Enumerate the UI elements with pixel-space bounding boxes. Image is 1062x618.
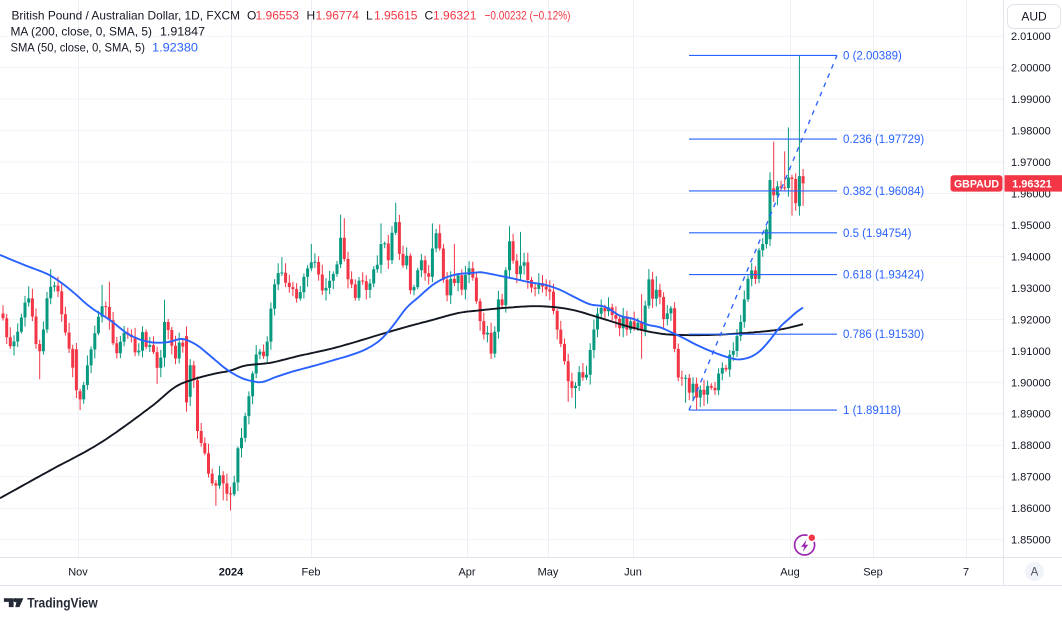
svg-text:1.98000: 1.98000 — [1011, 126, 1051, 138]
svg-text:0.382 (1.96084): 0.382 (1.96084) — [843, 186, 924, 198]
svg-text:Jun: Jun — [624, 567, 642, 579]
svg-text:0.5 (1.94754): 0.5 (1.94754) — [843, 228, 912, 240]
svg-text:GBPAUD: GBPAUD — [954, 178, 999, 190]
svg-text:1.90000: 1.90000 — [1011, 377, 1051, 389]
svg-text:2.00000: 2.00000 — [1011, 63, 1051, 75]
svg-text:British Pound / Australian Dol: British Pound / Australian Dollar, 1D, F… — [12, 8, 241, 22]
svg-text:0.786 (1.91530): 0.786 (1.91530) — [843, 329, 924, 341]
svg-text:MA (200, close, 0, SMA, 5): MA (200, close, 0, SMA, 5) — [11, 24, 153, 38]
svg-text:0.618 (1.93424): 0.618 (1.93424) — [843, 270, 924, 282]
svg-text:Apr: Apr — [458, 567, 475, 579]
svg-text:1.95000: 1.95000 — [1011, 220, 1051, 232]
svg-text:1.94000: 1.94000 — [1011, 251, 1051, 263]
svg-text:1.96321: 1.96321 — [433, 8, 477, 22]
svg-text:1.96321: 1.96321 — [1012, 178, 1052, 190]
svg-text:1.97000: 1.97000 — [1011, 157, 1051, 169]
svg-text:1.99000: 1.99000 — [1011, 94, 1051, 106]
svg-text:1.85000: 1.85000 — [1011, 535, 1051, 547]
svg-text:1.86000: 1.86000 — [1011, 503, 1051, 515]
svg-text:Nov: Nov — [68, 567, 88, 579]
svg-text:1.95615: 1.95615 — [374, 8, 418, 22]
svg-text:1.96774: 1.96774 — [316, 8, 360, 22]
svg-text:1.91847: 1.91847 — [160, 24, 205, 38]
svg-text:7: 7 — [963, 567, 969, 579]
svg-text:1.96553: 1.96553 — [256, 8, 300, 22]
svg-text:Sep: Sep — [863, 567, 883, 579]
svg-text:0 (2.00389): 0 (2.00389) — [843, 50, 902, 62]
svg-text:A: A — [1031, 567, 1039, 579]
svg-text:1.88000: 1.88000 — [1011, 440, 1051, 452]
svg-text:H: H — [307, 8, 316, 22]
svg-text:SMA (50, close, 0, SMA, 5): SMA (50, close, 0, SMA, 5) — [11, 40, 146, 54]
svg-text:1.92000: 1.92000 — [1011, 314, 1051, 326]
svg-text:1.89000: 1.89000 — [1011, 409, 1051, 421]
svg-text:1.91000: 1.91000 — [1011, 346, 1051, 358]
svg-text:AUD: AUD — [1021, 10, 1047, 24]
svg-text:Aug: Aug — [780, 567, 800, 579]
svg-text:L: L — [366, 8, 373, 22]
svg-text:1 (1.89118): 1 (1.89118) — [843, 405, 901, 417]
svg-text:1.87000: 1.87000 — [1011, 472, 1051, 484]
svg-text:1.93000: 1.93000 — [1011, 283, 1051, 295]
svg-text:−0.00232 (−0.12%): −0.00232 (−0.12%) — [485, 8, 571, 22]
svg-text:Feb: Feb — [302, 567, 321, 579]
svg-text:O: O — [247, 8, 256, 22]
svg-text:May: May — [538, 567, 559, 579]
svg-text:1.92380: 1.92380 — [152, 40, 198, 54]
svg-text:0.236 (1.97729): 0.236 (1.97729) — [843, 134, 924, 146]
svg-text:TradingView: TradingView — [27, 595, 98, 610]
svg-text:2024: 2024 — [219, 567, 244, 579]
svg-text:C: C — [425, 8, 434, 22]
svg-text:2.01000: 2.01000 — [1011, 31, 1051, 43]
